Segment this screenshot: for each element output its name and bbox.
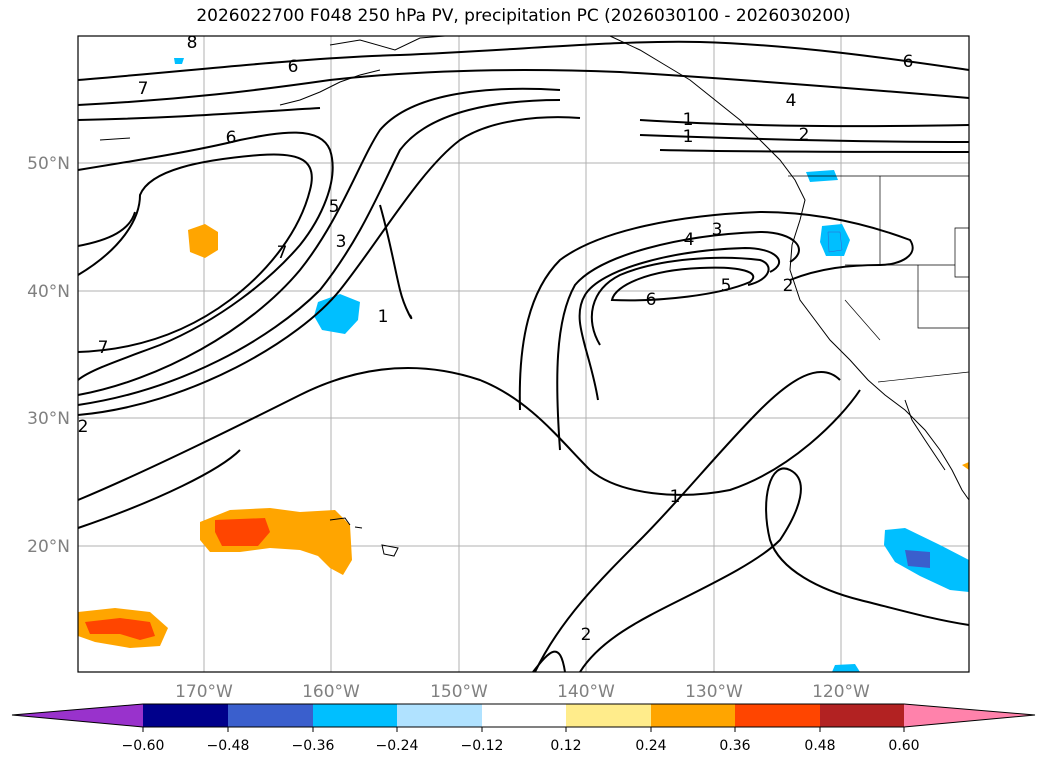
map-title: 2026022700 F048 250 hPa PV, precipitatio… (196, 6, 851, 26)
lon-label: 150°W (430, 682, 488, 702)
borders (788, 175, 970, 383)
longitude-labels: 170°W 160°W 150°W 140°W 130°W 120°W (175, 682, 870, 702)
lat-label: 30°N (27, 409, 70, 429)
colorbar-segment (482, 704, 566, 727)
contour-label: 3 (712, 220, 723, 240)
lon-label: 130°W (685, 682, 743, 702)
colorbar-segment (313, 704, 397, 727)
precip-shading (78, 58, 969, 672)
colorbar-tick-label: 0.36 (719, 738, 750, 754)
contour-label: 5 (721, 276, 732, 296)
contour-label: 8 (187, 33, 198, 53)
colorbar-tick-label: 0.24 (635, 738, 666, 754)
colorbar-tick-label: 0.48 (804, 738, 835, 754)
contour-label: 3 (336, 232, 347, 252)
colorbar-segment (651, 704, 735, 727)
colorbar-extend-high (904, 704, 1035, 727)
lon-label: 160°W (302, 682, 360, 702)
contour-label: 5 (329, 197, 340, 217)
lon-label: 140°W (557, 682, 615, 702)
graticule (78, 36, 969, 672)
colorbar-tick-label: −0.24 (376, 738, 419, 754)
contour-label: 4 (684, 230, 695, 250)
contour-label: 7 (98, 338, 109, 358)
map-frame (77, 35, 970, 673)
map-area (78, 36, 969, 672)
colorbar-tick-label: −0.12 (461, 738, 504, 754)
colorbar-segment (735, 704, 820, 727)
colorbar: −0.60 −0.48 −0.36 −0.24 −0.12 0.12 0.24 … (11, 703, 1036, 754)
colorbar-extend-low (12, 704, 143, 727)
contour-label: 6 (646, 290, 657, 310)
colorbar-segment (228, 704, 313, 727)
contour-label: 1 (670, 487, 681, 507)
lat-label: 20°N (27, 537, 70, 557)
colorbar-segment (143, 704, 228, 727)
colorbar-segment (566, 704, 651, 727)
contour-label: 6 (288, 57, 299, 77)
contour-label: 1 (378, 307, 389, 327)
latitude-labels: 50°N 40°N 30°N 20°N (27, 154, 70, 557)
colorbar-segment (820, 704, 904, 727)
lat-label: 50°N (27, 154, 70, 174)
lon-label: 120°W (812, 682, 870, 702)
lat-label: 40°N (27, 282, 70, 302)
contour-label: 1 (683, 110, 694, 130)
contour-label: 7 (277, 243, 288, 263)
contour-label: 2 (783, 276, 794, 296)
contour-label: 6 (226, 128, 237, 148)
colorbar-segment (397, 704, 482, 727)
contour-label: 4 (786, 91, 797, 111)
contour-label: 6 (903, 52, 914, 72)
colorbar-tick-label: 0.60 (888, 738, 919, 754)
contour-label: 7 (138, 79, 149, 99)
pv-contours (77, 40, 970, 673)
colorbar-tick-label: −0.48 (207, 738, 250, 754)
lon-label: 170°W (175, 682, 233, 702)
contour-label: 2 (799, 125, 810, 145)
contour-labels: 8 6 7 6 5 3 7 1 7 6 4 2 1 1 3 4 5 6 2 1 … (78, 33, 914, 645)
colorbar-tick-label: 0.12 (550, 738, 581, 754)
contour-label: 2 (78, 417, 89, 437)
colorbar-tick-label: −0.36 (292, 738, 335, 754)
contour-label: 2 (581, 625, 592, 645)
contour-label: 1 (683, 127, 694, 147)
colorbar-tick-label: −0.60 (122, 738, 165, 754)
coastlines (99, 35, 970, 557)
